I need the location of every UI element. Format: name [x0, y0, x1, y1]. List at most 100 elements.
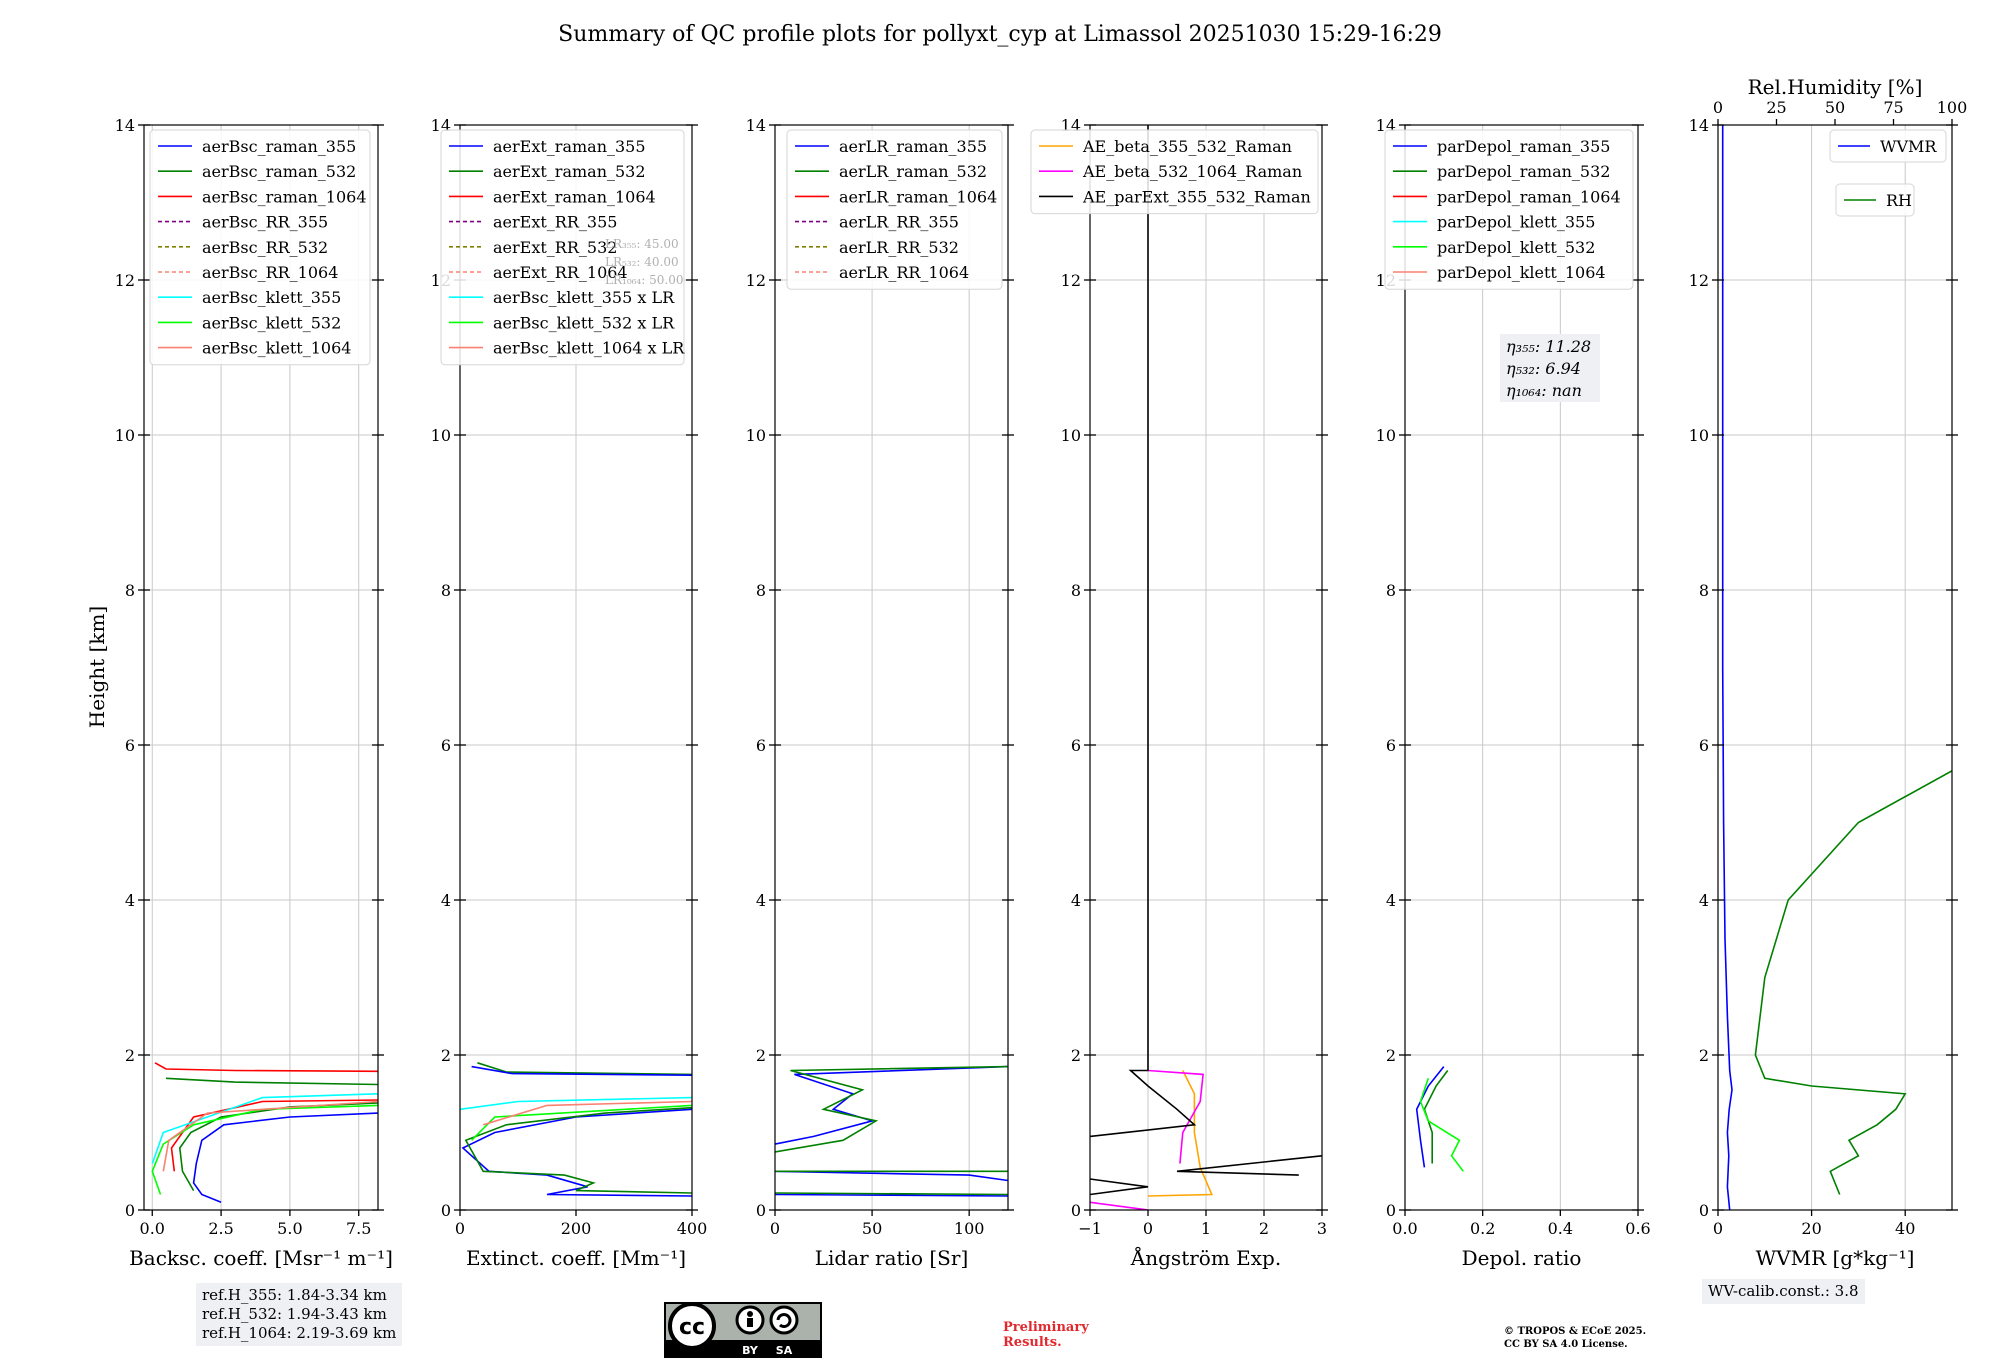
x-tick-label: 0.2: [1470, 1219, 1495, 1238]
x-tick-label: 7.5: [346, 1219, 371, 1238]
legend-label: aerLR_raman_1064: [839, 187, 997, 206]
cc-sa-label: SA: [776, 1344, 793, 1357]
series-RH: [1754, 769, 1952, 1195]
x-tick-label: 2: [1259, 1219, 1269, 1238]
y-tick-label: 8: [125, 581, 135, 600]
x2-tick-label: 75: [1883, 98, 1903, 117]
y-tick-label: 2: [1071, 1046, 1081, 1065]
x-tick-label: 5.0: [277, 1219, 302, 1238]
legend-label: aerBsc_klett_355 x LR: [493, 288, 675, 307]
legend-label: aerLR_RR_355: [839, 213, 959, 232]
eta-label: η₅₃₂: 6.94: [1506, 359, 1581, 378]
svg-text:cc: cc: [679, 1315, 705, 1340]
series-aerExt_raman_532: [464, 1106, 692, 1194]
y-tick-label: 0: [441, 1201, 451, 1220]
preliminary-line-2: Results.: [1003, 1335, 1062, 1350]
legend-box: [1384, 129, 1634, 290]
x-axis-label: Ångström Exp.: [1130, 1245, 1281, 1270]
legend-label: aerBsc_raman_355: [202, 137, 356, 156]
series-aerBsc_klett_1064 x LR: [482, 1100, 692, 1126]
x-tick-label: 1: [1201, 1219, 1211, 1238]
series-aerBsc_klett_532 x LR: [471, 1104, 692, 1141]
x-tick-label: 50: [862, 1219, 882, 1238]
series-AE_parExt_355_532_Raman: [1090, 1178, 1149, 1196]
x-axis-label: Lidar ratio [Sr]: [815, 1246, 969, 1270]
legend: aerBsc_raman_355 aerBsc_raman_532 aerBsc_r…: [149, 129, 371, 366]
legend-label: AE_parExt_355_532_Raman: [1082, 187, 1311, 206]
legend: aerLR_raman_355 aerLR_raman_532 aerLR_rama…: [786, 129, 1003, 290]
wv-calib-box: WV-calib.const.: 3.8: [1702, 1279, 1865, 1304]
x2-tick-label: 25: [1766, 98, 1786, 117]
y-axis-label: Height [km]: [85, 606, 109, 728]
y-tick-label: 4: [1386, 891, 1396, 910]
y-tick-label: 4: [441, 891, 451, 910]
legend-box: [149, 129, 371, 366]
y-tick-label: 6: [1699, 736, 1709, 755]
legend-label: parDepol_klett_532: [1437, 238, 1595, 257]
preliminary-note: Preliminary Results.: [1003, 1320, 1089, 1350]
y-tick-label: 2: [1699, 1046, 1709, 1065]
y-tick-label: 10: [746, 426, 766, 445]
legend-label: AE_beta_355_532_Raman: [1082, 137, 1292, 156]
lr-annotation: LR₁₀₆₄: 50.00: [605, 273, 683, 287]
legend-label: aerBsc_klett_355: [202, 288, 341, 307]
y-tick-label: 6: [1386, 736, 1396, 755]
y-tick-label: 0: [1699, 1201, 1709, 1220]
x-tick-label: 400: [677, 1219, 708, 1238]
eta-box: [1500, 334, 1600, 402]
y-tick-label: 0: [1071, 1201, 1081, 1220]
y-tick-label: 10: [1689, 426, 1709, 445]
legend-label: aerBsc_raman_532: [202, 162, 356, 181]
y-tick-label: 8: [756, 581, 766, 600]
series-AE_beta_532_1064_Raman_b: [1147, 1069, 1204, 1164]
legend-label: aerExt_raman_1064: [493, 187, 656, 206]
y-tick-label: 10: [115, 426, 135, 445]
series-aerLR_raman_355: [775, 1193, 1008, 1197]
legend: WVMR: [1829, 129, 1947, 163]
y-tick-label: 12: [115, 271, 135, 290]
y-tick-label: 0: [1386, 1201, 1396, 1220]
legend-label: aerLR_raman_532: [839, 162, 987, 181]
legend-label: WVMR: [1880, 137, 1937, 156]
legend-label: parDepol_klett_1064: [1437, 263, 1606, 282]
legend-label: aerBsc_klett_1064 x LR: [493, 339, 685, 358]
legend-label: aerBsc_klett_532: [202, 313, 341, 332]
legend-box: [1030, 129, 1319, 215]
lr-annotation: LR₃₅₅: 45.00: [605, 237, 679, 251]
series-WVMR: [1721, 125, 1733, 1210]
x-axis-label: Backsc. coeff. [Msr⁻¹ m⁻¹]: [129, 1246, 393, 1270]
series-parDepol_raman_532: [1423, 1070, 1449, 1164]
cc-license-badge: cc BY SA: [664, 1302, 822, 1358]
legend: RH: [1835, 183, 1915, 217]
legend-label: parDepol_raman_355: [1437, 137, 1610, 156]
y-tick-label: 10: [1061, 426, 1081, 445]
y-tick-label: 4: [756, 891, 766, 910]
x-tick-label: 0: [770, 1219, 780, 1238]
y-tick-label: 2: [756, 1046, 766, 1065]
y-tick-label: 12: [1689, 271, 1709, 290]
legend-label: aerExt_RR_532: [493, 238, 617, 257]
y-tick-label: 10: [1376, 426, 1396, 445]
series-aerLR_raman_532: [775, 1192, 1008, 1196]
y-tick-label: 8: [1386, 581, 1396, 600]
x-tick-label: 40: [1895, 1219, 1915, 1238]
legend-label: aerExt_RR_1064: [493, 263, 628, 282]
x-tick-label: 200: [561, 1219, 592, 1238]
series-aerBsc_klett_355: [151, 1093, 378, 1164]
x-tick-label: 0.0: [1392, 1219, 1417, 1238]
axes-frame: [1717, 124, 1953, 1211]
preliminary-line-1: Preliminary: [1003, 1320, 1089, 1335]
y-tick-label: 8: [1699, 581, 1709, 600]
x-tick-label: 0.0: [140, 1219, 165, 1238]
y-tick-label: 2: [441, 1046, 451, 1065]
legend-box: [440, 129, 685, 366]
legend-box: [786, 129, 1003, 290]
x2-axis-label: Rel.Humidity [%]: [1748, 75, 1923, 99]
ref-height-1064: ref.H_1064: 2.19-3.69 km: [202, 1324, 397, 1342]
series-aerBsc_klett_1064: [162, 1100, 378, 1172]
series-aerBsc_klett_355 x LR: [460, 1096, 692, 1111]
series-aerBsc_raman_1064: [170, 1099, 378, 1172]
x2-tick-label: 0: [1713, 98, 1723, 117]
